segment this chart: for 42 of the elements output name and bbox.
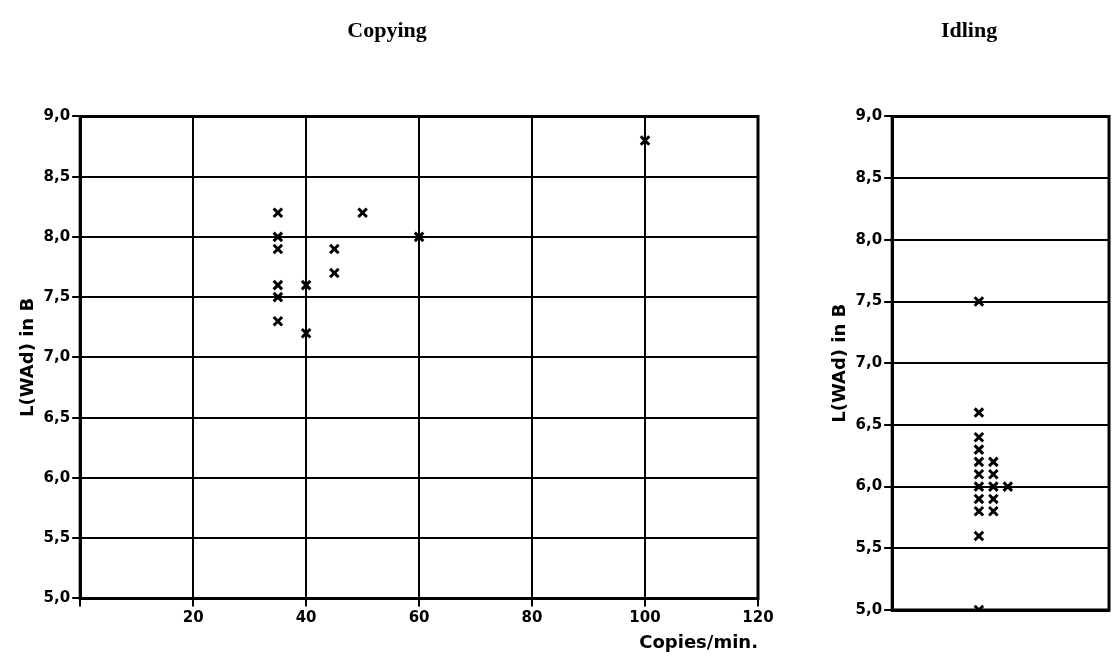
y-tick-label: 6,5: [43, 407, 71, 426]
y-tick-label: 5,5: [855, 538, 883, 557]
y-axis-title: L(WAd) in B: [828, 303, 850, 423]
point: [1002, 480, 1014, 493]
point: [973, 530, 985, 542]
y-tick-label: 9,0: [855, 106, 883, 125]
y-tick-label: 6,0: [43, 467, 71, 486]
point: [300, 327, 312, 340]
y-tick-label: 8,5: [855, 167, 883, 186]
y-axis-title: L(WAd) in B: [16, 297, 38, 417]
point: [328, 267, 341, 279]
y-tick-label: 5,0: [855, 599, 883, 618]
x-tick-label: 20: [182, 608, 204, 627]
point: [272, 315, 284, 327]
point: [328, 243, 341, 255]
chart-title: Idling: [940, 16, 998, 42]
y-tick-label: 7,5: [855, 291, 883, 310]
y-tick-label: 5,5: [43, 528, 71, 547]
y-tick-label: 6,0: [855, 476, 883, 495]
point: [272, 207, 284, 219]
x-tick-label: 120: [742, 608, 774, 627]
y-tick-label: 9,0: [43, 106, 71, 125]
y-tick-label: 7,0: [855, 353, 883, 372]
y-tick-label: 6,5: [855, 414, 883, 433]
x-tick-label: 100: [629, 608, 661, 627]
x-tick-label: 60: [408, 608, 430, 627]
y-tick-label: 7,5: [43, 287, 71, 306]
x-tick-label: 80: [521, 608, 543, 627]
point: [973, 406, 985, 419]
y-tick-label: 7,0: [43, 347, 71, 366]
point: [973, 295, 985, 308]
y-tick-label: 8,5: [43, 166, 71, 185]
y-tick-label: 5,0: [43, 588, 71, 607]
x-tick-label: 40: [295, 608, 317, 627]
y-tick-label: 8,0: [855, 229, 883, 248]
point: [356, 207, 369, 219]
x-axis-title: Copies/min.: [639, 630, 758, 652]
chart-title: Copying: [347, 16, 427, 42]
point: [639, 134, 651, 147]
point: [413, 231, 425, 243]
y-tick-label: 8,0: [43, 226, 71, 245]
point: [300, 279, 312, 291]
